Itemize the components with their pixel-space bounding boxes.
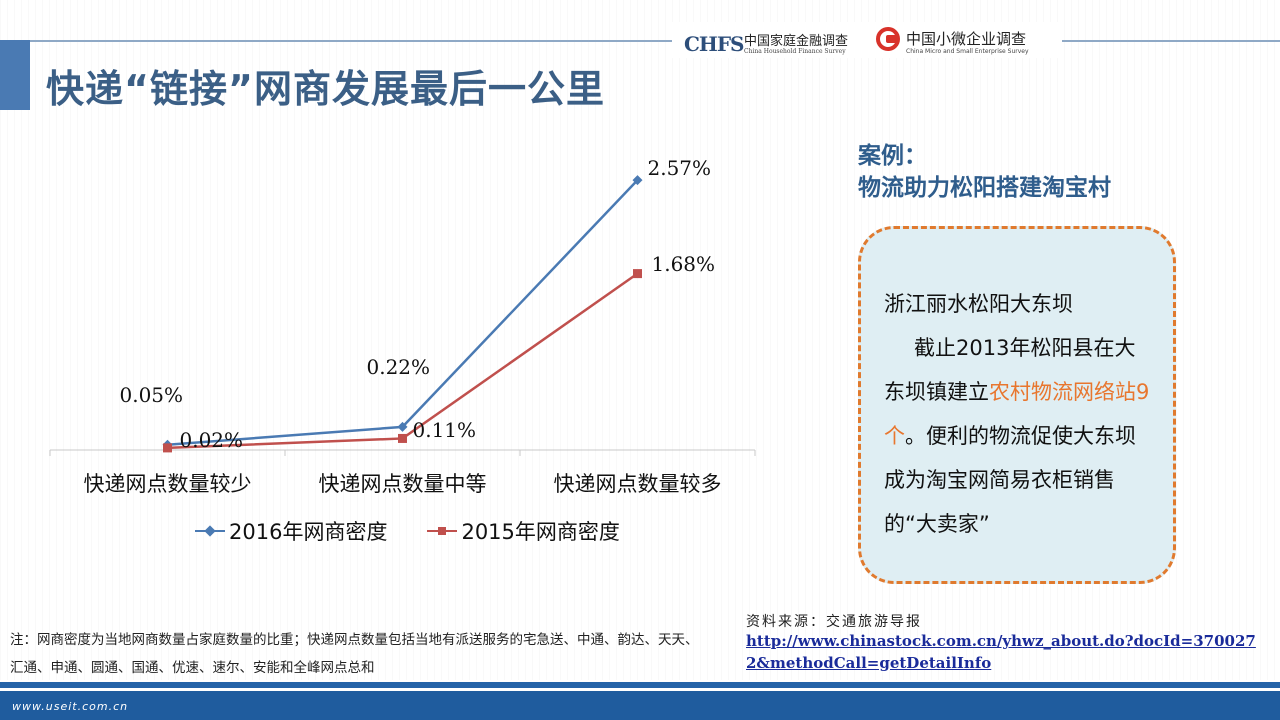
source-label: 资料来源：交通旅游导报: [746, 614, 922, 630]
data-point: [398, 433, 407, 443]
slide-title: 快递“链接”网商发展最后一公里: [46, 67, 605, 111]
watermark: www.useit.com.cn: [12, 700, 129, 713]
legend-label-2015: 2015年网商密度: [461, 520, 620, 544]
case-callout-box: [858, 226, 1176, 584]
legend-symbol-2016: [195, 524, 225, 538]
data-point: [632, 175, 643, 186]
cmse-name-en: China Micro and Small Enterprise Survey: [906, 48, 1029, 55]
data-label: 0.05%: [119, 382, 184, 407]
data-point: [633, 269, 642, 279]
data-point: [397, 421, 408, 432]
case-paragraph: 截止2013年松阳县在大东坝镇建立农村物流网络站9个。便利的物流促使大东坝成为淘…: [884, 326, 1154, 546]
case-text-part1: 截止2013年松阳县在大东坝镇建立: [884, 336, 1136, 404]
case-line1: 浙江丽水松阳大东坝: [884, 292, 1073, 316]
data-label: 2.57%: [647, 156, 712, 181]
legend-symbol-2015: [427, 524, 458, 538]
data-label: 0.11%: [412, 418, 477, 443]
chfs-name-en: China Household Finance Survey: [744, 48, 846, 55]
footer-stripe-bottom: [0, 691, 1280, 720]
case-heading-line2: 物流助力松阳搭建淘宝村: [858, 175, 1111, 201]
logo-group: CHFS 中国家庭金融调查 China Household Finance Su…: [672, 22, 1062, 58]
chfs-logo: CHFS: [684, 32, 744, 56]
legend-item-2015: 2015年网商密度: [427, 516, 620, 546]
chart-plot: [49, 175, 756, 456]
legend-item-2016: 2016年网商密度: [195, 516, 387, 546]
data-label: 1.68%: [651, 251, 716, 276]
case-highlight-count: 9个: [884, 380, 1150, 448]
data-point: [163, 443, 172, 453]
series-line-0: [167, 179, 639, 446]
case-heading: 案例： 物流助力松阳搭建淘宝村: [858, 140, 1111, 204]
case-text: 浙江丽水松阳大东坝 截止2013年松阳县在大东坝镇建立农村物流网络站9个。便利的…: [884, 282, 1154, 546]
x-tick-label: 快递网点数量较少: [83, 472, 252, 496]
footer-stripe-top: [0, 682, 1280, 688]
cmse-logo-icon: [876, 27, 900, 51]
source-link[interactable]: http://www.chinastock.com.cn/yhwz_about.…: [746, 632, 1256, 672]
title-accent-bar: [0, 40, 30, 110]
chart-legend: 2016年网商密度 2015年网商密度: [195, 516, 620, 546]
data-label: 0.02%: [179, 427, 244, 452]
x-tick-label: 快递网点数量中等: [318, 472, 487, 496]
chfs-name-cn: 中国家庭金融调查: [744, 34, 849, 49]
case-text-part2: 。便利的物流促使大东坝成为淘宝网简易衣柜销售的“大卖家”: [884, 424, 1136, 536]
cmse-name-cn: 中国小微企业调查: [906, 30, 1027, 48]
footnote: 注：网商密度为当地网商数量占家庭数量的比重；快递网点数量包括当地有派送服务的宅急…: [10, 632, 699, 676]
legend-label-2016: 2016年网商密度: [229, 520, 388, 544]
case-highlight-network: 农村物流网络站: [989, 380, 1136, 404]
x-tick-label: 快递网点数量较多: [553, 472, 722, 496]
case-heading-line1: 案例：: [858, 143, 927, 169]
data-label: 0.22%: [366, 354, 431, 379]
header-divider: [0, 40, 1280, 42]
